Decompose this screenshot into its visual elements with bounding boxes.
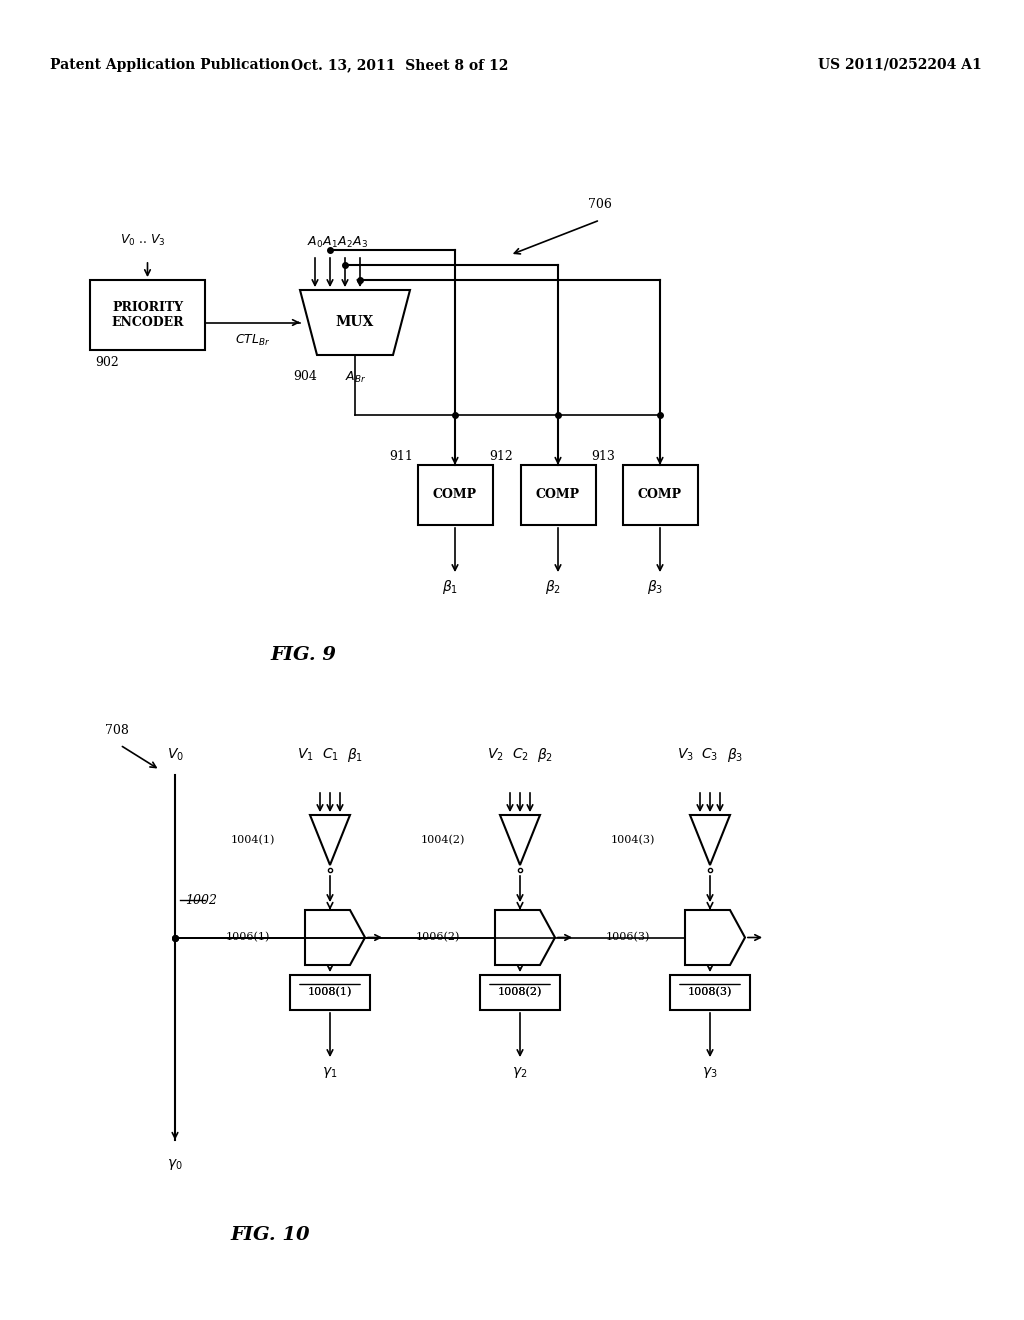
Text: $V_3$: $V_3$ <box>677 747 693 763</box>
Text: $V_0$ .. $V_3$: $V_0$ .. $V_3$ <box>120 232 166 248</box>
Text: 1004(3): 1004(3) <box>610 834 655 845</box>
Text: FIG. 9: FIG. 9 <box>270 645 336 664</box>
Text: $\beta_1$: $\beta_1$ <box>442 578 458 597</box>
Text: $V_1$: $V_1$ <box>297 747 313 763</box>
Bar <box>290 975 370 1010</box>
Text: 1008(1): 1008(1) <box>308 987 352 998</box>
Text: COMP: COMP <box>638 488 682 502</box>
Polygon shape <box>305 909 365 965</box>
Bar <box>670 975 750 1010</box>
Text: $\gamma_0$: $\gamma_0$ <box>167 1158 183 1172</box>
Text: 706: 706 <box>588 198 612 211</box>
Text: $A_2$: $A_2$ <box>337 235 353 249</box>
Polygon shape <box>495 909 555 965</box>
Text: 1004(1): 1004(1) <box>230 834 275 845</box>
Polygon shape <box>300 290 410 355</box>
Polygon shape <box>685 909 745 965</box>
Text: $C_3$: $C_3$ <box>701 747 719 763</box>
Text: 913: 913 <box>591 450 615 463</box>
Text: 1006(1): 1006(1) <box>225 932 270 942</box>
Text: 911: 911 <box>389 450 413 463</box>
Text: 1008(2): 1008(2) <box>498 987 542 998</box>
Text: 1006(3): 1006(3) <box>605 932 650 942</box>
Text: $\beta_3$: $\beta_3$ <box>647 578 664 597</box>
Polygon shape <box>500 814 540 865</box>
Text: $\beta_3$: $\beta_3$ <box>727 746 743 764</box>
Text: $A_1$: $A_1$ <box>322 235 338 249</box>
Text: 1008(3): 1008(3) <box>688 987 732 998</box>
Text: 912: 912 <box>489 450 513 463</box>
Text: $A_3$: $A_3$ <box>352 235 368 249</box>
Text: 1004(2): 1004(2) <box>421 834 465 845</box>
Text: 708: 708 <box>105 723 129 737</box>
Text: 1008(3): 1008(3) <box>688 987 732 998</box>
Text: $\beta_2$: $\beta_2$ <box>537 746 553 764</box>
Bar <box>90 280 205 350</box>
Text: $A_{Br}$: $A_{Br}$ <box>345 370 367 384</box>
Bar <box>623 465 698 525</box>
Text: COMP: COMP <box>536 488 580 502</box>
Text: $\beta_1$: $\beta_1$ <box>347 746 364 764</box>
Text: $\gamma_3$: $\gamma_3$ <box>702 1064 718 1080</box>
Text: Patent Application Publication: Patent Application Publication <box>50 58 290 73</box>
Text: 1008(1): 1008(1) <box>308 987 352 998</box>
Bar <box>418 465 493 525</box>
Bar <box>480 975 560 1010</box>
Text: $V_0$: $V_0$ <box>167 747 183 763</box>
Text: 1002: 1002 <box>185 894 217 907</box>
Text: $\gamma_2$: $\gamma_2$ <box>512 1064 527 1080</box>
Bar <box>521 465 596 525</box>
Text: $C_2$: $C_2$ <box>512 747 528 763</box>
Text: MUX: MUX <box>336 315 374 330</box>
Text: $C_1$: $C_1$ <box>322 747 339 763</box>
Text: PRIORITY
ENCODER: PRIORITY ENCODER <box>112 301 183 329</box>
Text: $\beta_2$: $\beta_2$ <box>545 578 561 597</box>
Text: 904: 904 <box>293 371 317 384</box>
Text: COMP: COMP <box>433 488 477 502</box>
Text: $A_0$: $A_0$ <box>307 235 324 249</box>
Text: 1008(2): 1008(2) <box>498 987 542 998</box>
Text: $CTL_{Br}$: $CTL_{Br}$ <box>234 333 270 348</box>
Text: Oct. 13, 2011  Sheet 8 of 12: Oct. 13, 2011 Sheet 8 of 12 <box>291 58 509 73</box>
Polygon shape <box>690 814 730 865</box>
Text: US 2011/0252204 A1: US 2011/0252204 A1 <box>818 58 982 73</box>
Text: $\gamma_1$: $\gamma_1$ <box>323 1064 338 1080</box>
Text: 902: 902 <box>95 355 119 368</box>
Text: FIG. 10: FIG. 10 <box>230 1226 309 1243</box>
Text: 1006(2): 1006(2) <box>416 932 460 942</box>
Polygon shape <box>310 814 350 865</box>
Text: $V_2$: $V_2$ <box>486 747 504 763</box>
